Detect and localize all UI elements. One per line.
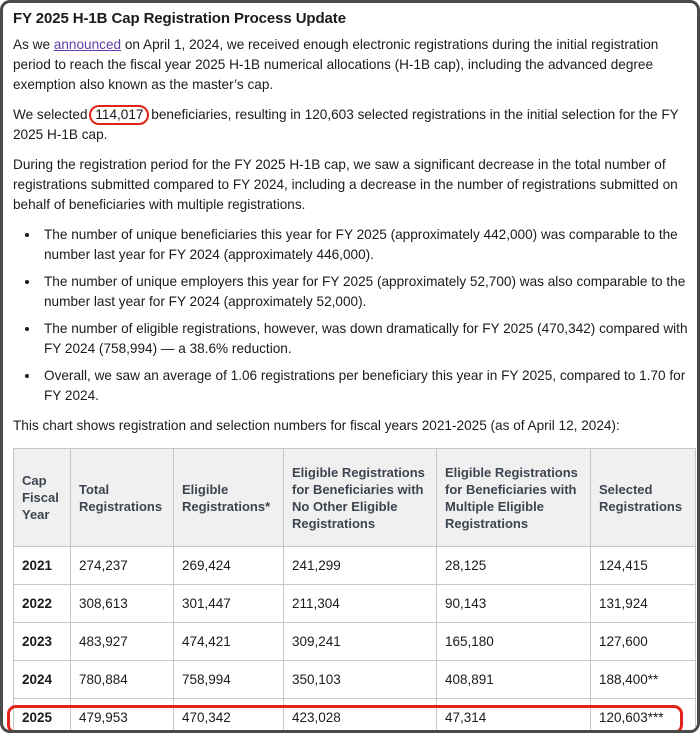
col-header-selected-registrations: Selected Registrations: [590, 448, 696, 547]
paragraph-text: on April 1, 2024, we received enough ele…: [13, 37, 659, 92]
table-cell: 47,314: [436, 698, 591, 730]
list-item-average: Overall, we saw an average of 1.06 regis…: [40, 366, 689, 406]
table-cell: 165,180: [436, 622, 591, 661]
row-year: 2023: [13, 622, 71, 661]
table-cell: 127,600: [590, 622, 696, 661]
table-header-row: Cap Fiscal Year Total Registrations Elig…: [13, 448, 696, 547]
table-row-2025: 2025 479,953 470,342 423,028 47,314 120,…: [13, 698, 696, 730]
table-cell: 211,304: [283, 584, 437, 623]
col-header-multiple-eligible: Eligible Registrations for Beneficiaries…: [436, 448, 591, 547]
table-cell: 758,994: [173, 660, 284, 699]
paragraph-decrease: During the registration period for the F…: [13, 157, 678, 212]
list-item-employers: The number of unique employers this year…: [40, 272, 689, 312]
registrations-table-wrap: Cap Fiscal Year Total Registrations Elig…: [7, 448, 696, 730]
paragraph-text: We selected: [13, 107, 92, 122]
table-cell: 90,143: [436, 584, 591, 623]
table-row-2024: 2024 780,884 758,994 350,103 408,891 188…: [13, 660, 696, 699]
table-cell: 479,953: [70, 698, 174, 730]
registrations-table: Cap Fiscal Year Total Registrations Elig…: [13, 448, 696, 730]
table-cell: 120,603***: [590, 698, 696, 730]
table-cell: 241,299: [283, 546, 437, 585]
row-year: 2024: [13, 660, 71, 699]
chart-intro: This chart shows registration and select…: [13, 418, 620, 433]
table-row-2022: 2022 308,613 301,447 211,304 90,143 131,…: [13, 584, 696, 623]
table-cell: 301,447: [173, 584, 284, 623]
announced-link[interactable]: announced: [53, 37, 122, 52]
list-item-eligible-registrations: The number of eligible registrations, ho…: [40, 319, 689, 359]
table-cell: 423,028: [283, 698, 437, 730]
row-year: 2022: [13, 584, 71, 623]
table-cell: 483,927: [70, 622, 174, 661]
page-title: FY 2025 H-1B Cap Registration Process Up…: [13, 10, 346, 27]
table-cell: 350,103: [283, 660, 437, 699]
summary-list: The number of unique beneficiaries this …: [13, 225, 689, 406]
table-row-2021: 2021 274,237 269,424 241,299 28,125 124,…: [13, 546, 696, 585]
row-year: 2021: [13, 546, 71, 585]
circled-number-annotation: 114,017: [89, 105, 150, 125]
table-row-2023: 2023 483,927 474,421 309,241 165,180 127…: [13, 622, 696, 661]
table-cell: 131,924: [590, 584, 696, 623]
paragraph-text: beneficiaries, resulting in 120,603 sele…: [13, 107, 679, 142]
row-year: 2025: [13, 698, 71, 730]
paragraph-text: As we: [13, 37, 54, 52]
table-cell: 308,613: [70, 584, 174, 623]
table-cell: 309,241: [283, 622, 437, 661]
table-cell: 269,424: [173, 546, 284, 585]
table-cell: 188,400**: [590, 660, 696, 699]
col-header-total-registrations: Total Registrations: [70, 448, 174, 547]
col-header-eligible-registrations: Eligible Registrations*: [173, 448, 284, 547]
table-cell: 274,237: [70, 546, 174, 585]
table-cell: 28,125: [436, 546, 591, 585]
paragraph-selection: We selected 114,017 beneficiaries, resul…: [13, 105, 689, 145]
table-cell: 780,884: [70, 660, 174, 699]
col-header-no-other-eligible: Eligible Registrations for Beneficiaries…: [283, 448, 437, 547]
table-cell: 124,415: [590, 546, 696, 585]
table-cell: 474,421: [173, 622, 284, 661]
table-cell: 470,342: [173, 698, 284, 730]
paragraph-announcement: As we announced on April 1, 2024, we rec…: [13, 35, 689, 95]
table-cell: 408,891: [436, 660, 591, 699]
col-header-cap-fiscal-year: Cap Fiscal Year: [13, 448, 71, 547]
list-item-beneficiaries: The number of unique beneficiaries this …: [40, 225, 689, 265]
